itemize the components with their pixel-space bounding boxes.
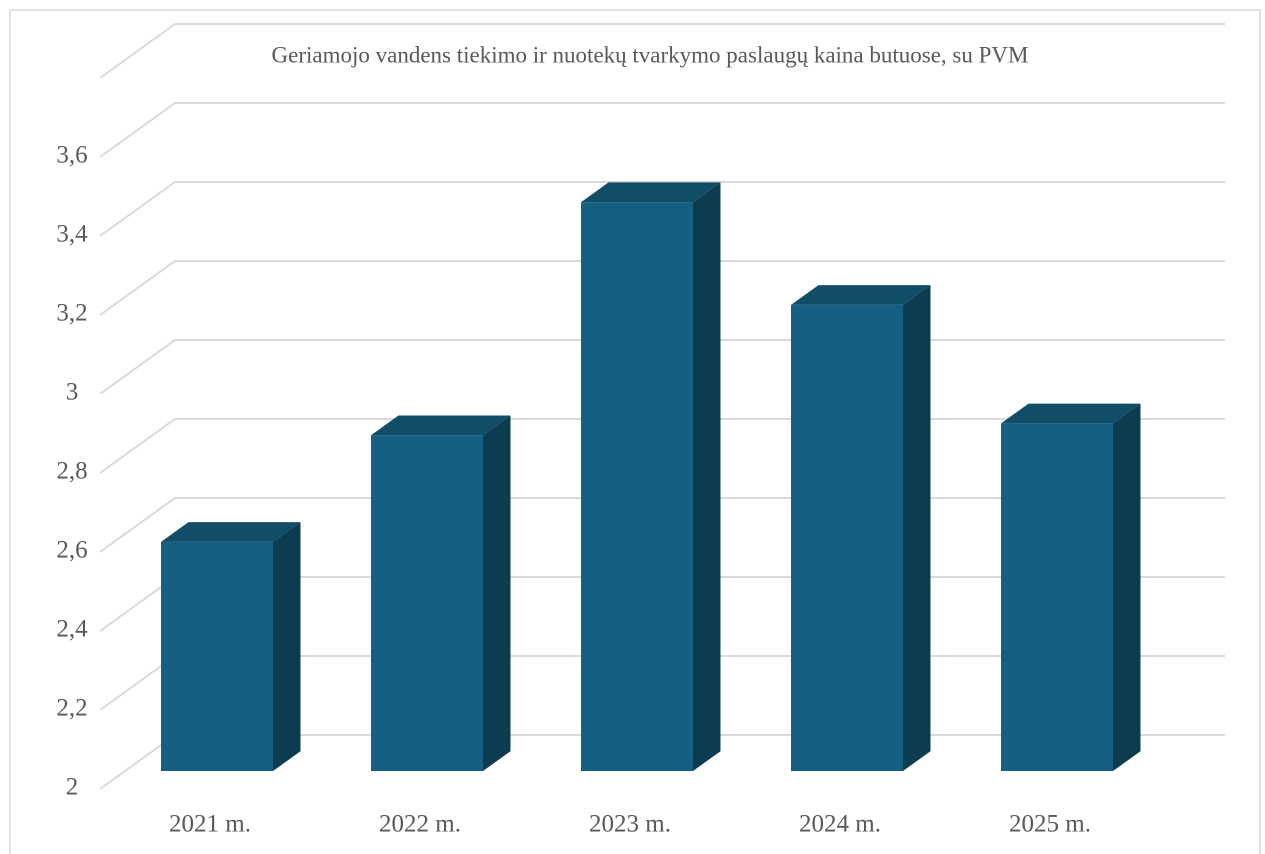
bar-side (483, 415, 511, 771)
y-tick-label: 2 (66, 774, 79, 801)
grid-line (99, 102, 1225, 158)
y-tick-label: 2,6 (56, 537, 87, 564)
x-tick-label: 2025 m. (1009, 811, 1091, 838)
bar-side (903, 285, 931, 771)
bar-top (371, 415, 511, 436)
x-tick-label: 2024 m. (799, 811, 881, 838)
y-tick-label: 3,6 (56, 142, 87, 169)
y-tick-label: 2,4 (56, 616, 88, 643)
bar-top (581, 182, 721, 203)
bar-top (1001, 403, 1141, 424)
grid-line (99, 181, 1225, 237)
grid-line (99, 260, 1225, 316)
grid-line (99, 23, 1225, 79)
x-tick-label: 2021 m. (169, 811, 251, 838)
y-tick-label: 3,4 (56, 221, 88, 248)
bar-front (581, 202, 693, 771)
y-tick-label: 2,2 (56, 695, 87, 722)
bar-side (273, 522, 301, 771)
x-tick-label: 2022 m. (379, 811, 461, 838)
bar (1001, 403, 1141, 771)
chart-title: Geriamojo vandens tiekimo ir nuotekų tva… (272, 42, 1029, 67)
y-tick-label: 3 (66, 379, 79, 406)
bar-front (161, 541, 273, 771)
bar (581, 182, 721, 771)
bar (371, 415, 511, 771)
bar-front (1001, 423, 1113, 771)
bar-top (161, 522, 301, 542)
bar-front (371, 435, 483, 771)
bar-side (1113, 403, 1141, 771)
y-tick-label: 3,2 (56, 300, 87, 327)
bar (791, 285, 931, 771)
bar-front (791, 304, 903, 771)
bar-top (791, 285, 931, 305)
bar-side (693, 182, 721, 771)
y-tick-label: 2,8 (56, 458, 87, 485)
bar (161, 522, 301, 771)
x-tick-label: 2023 m. (589, 811, 671, 838)
